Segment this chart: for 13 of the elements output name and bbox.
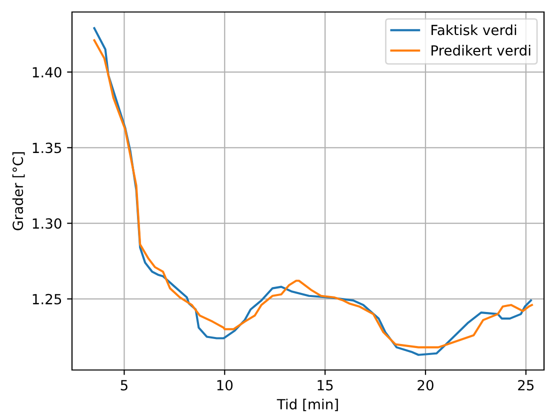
x-tick-label: 25 — [518, 380, 534, 390]
x-tick-label: 10 — [217, 380, 233, 390]
x-tick-label: 15 — [318, 380, 333, 390]
y-axis-title: Grader [°C] — [12, 152, 25, 230]
y-tick-label: 1.25 — [32, 294, 62, 304]
y-tick-label: 1.35 — [32, 142, 62, 154]
x-axis-title: Tid [min] — [276, 398, 338, 412]
legend-label: Faktisk verdi — [432, 24, 516, 36]
legend-label: Predikert verdi — [432, 44, 530, 56]
y-tick-label: 1.30 — [32, 218, 62, 229]
x-tick-label: 5 — [120, 380, 128, 390]
x-tick-label: 20 — [418, 380, 434, 390]
y-tick-label: 1.40 — [32, 67, 62, 78]
